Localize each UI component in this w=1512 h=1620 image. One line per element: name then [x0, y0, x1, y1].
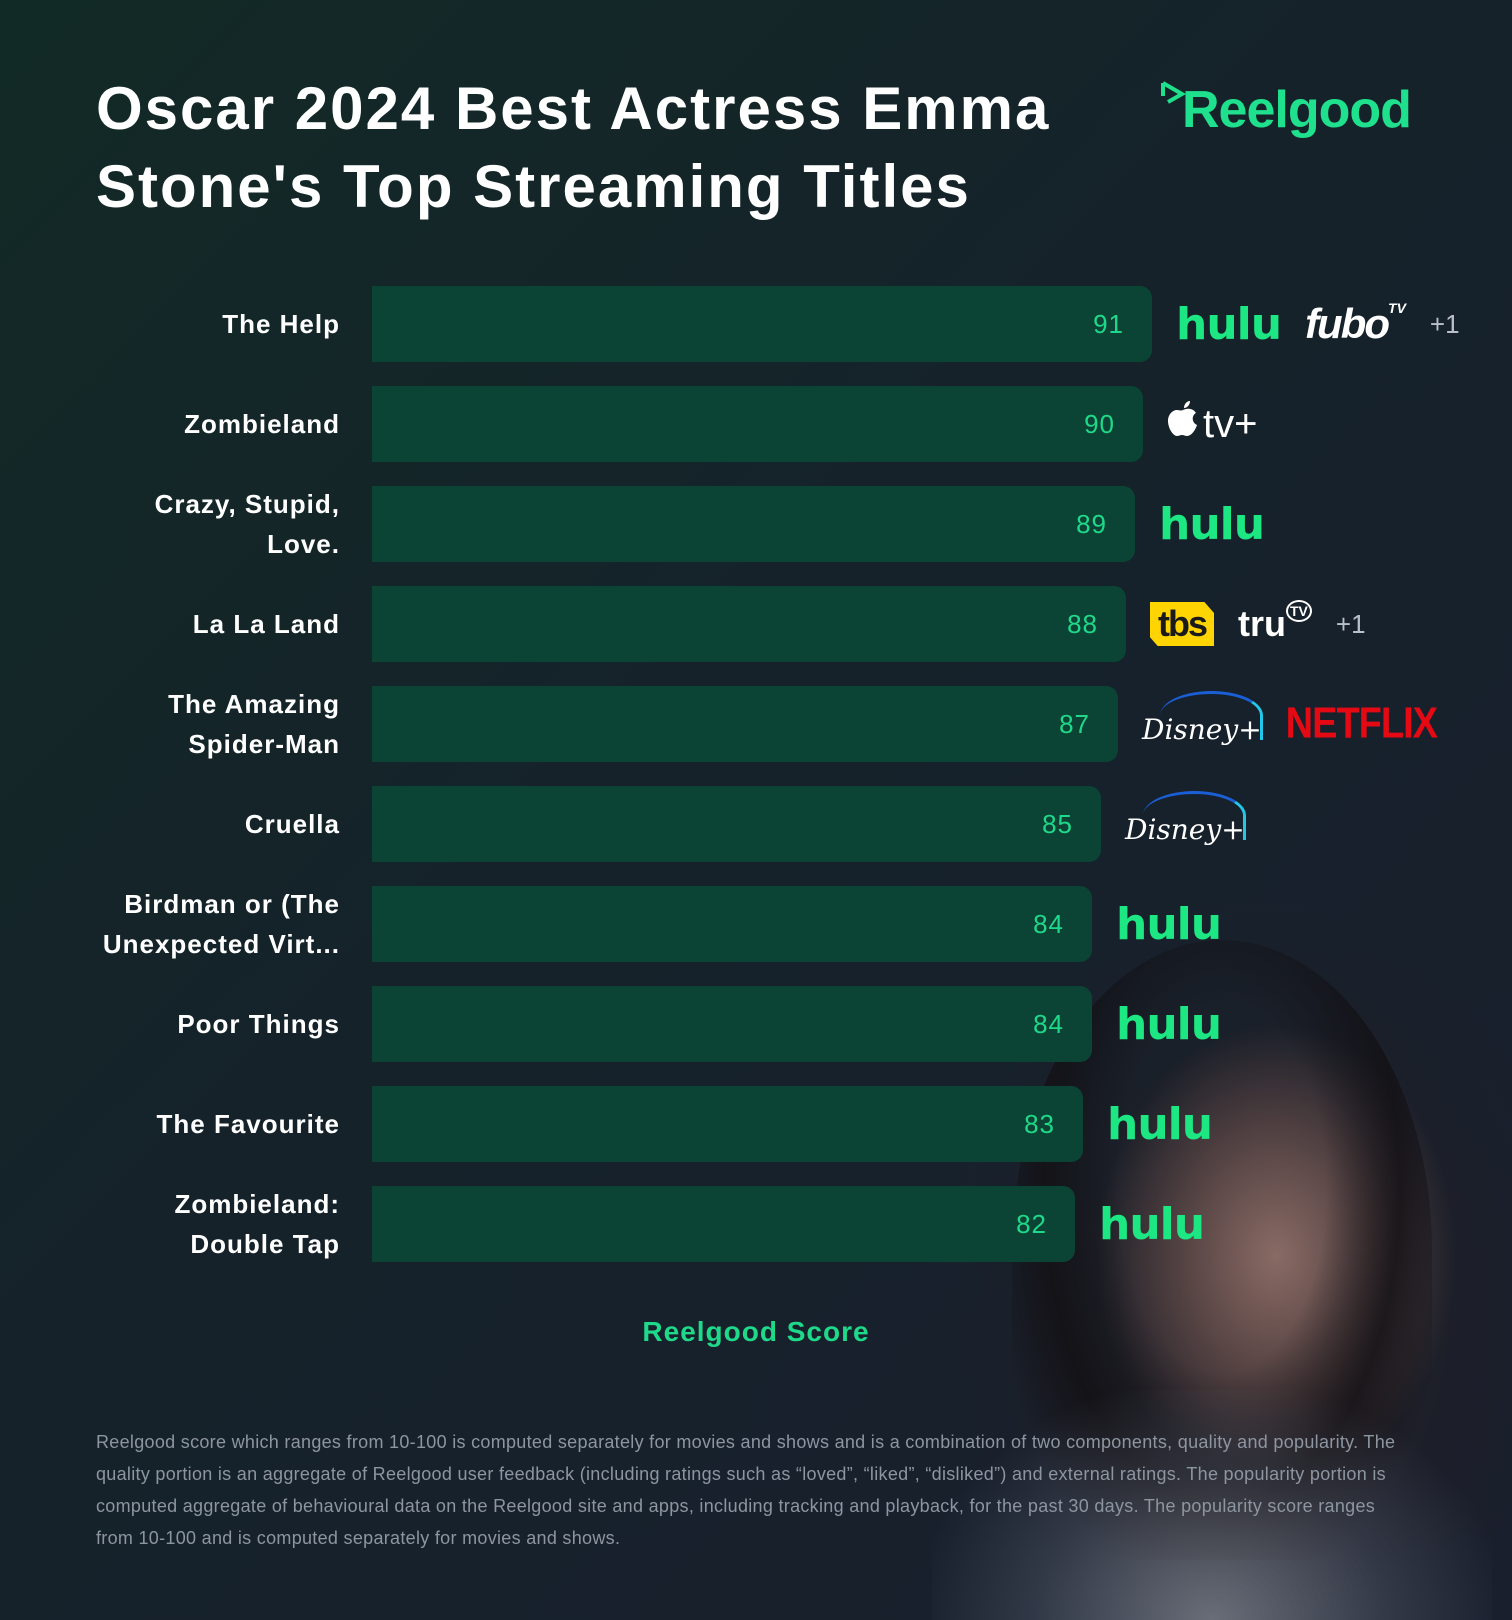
score-bar: 88: [372, 586, 1126, 662]
apple-icon: [1167, 400, 1199, 448]
score-value: 84: [1033, 909, 1064, 939]
trutv-logo[interactable]: tru TV: [1238, 600, 1312, 645]
score-value: 89: [1076, 509, 1107, 539]
chart-title: Oscar 2024 Best Actress Emma Stone's Top…: [96, 75, 1051, 220]
score-bar: 90: [372, 386, 1143, 462]
hulu-logo[interactable]: hulu: [1159, 498, 1265, 550]
score-value: 88: [1067, 609, 1098, 639]
hulu-logo[interactable]: hulu: [1176, 298, 1282, 350]
streaming-providers: hulu: [1099, 1186, 1205, 1262]
chart-row: Cruella 85 Disney+: [0, 786, 1512, 862]
trutv-wordmark: tru: [1238, 603, 1286, 644]
row-title-label: Crazy, Stupid, Love.: [154, 489, 340, 559]
row-title-label: The Amazing Spider-Man: [168, 689, 340, 759]
chart-row: Crazy, Stupid, Love. 89 hulu: [0, 486, 1512, 562]
tbs-logo[interactable]: tbs: [1150, 602, 1214, 646]
score-bar: 84: [372, 886, 1092, 962]
streaming-providers: hulu fuboTV +1: [1176, 286, 1460, 362]
row-title-label: Zombieland: [184, 409, 340, 439]
streaming-providers: hulu: [1159, 486, 1265, 562]
score-bar: 83: [372, 1086, 1083, 1162]
netflix-logo[interactable]: NETFLIX: [1285, 699, 1438, 748]
reelgood-play-icon: [1161, 81, 1186, 104]
streaming-providers: tv+: [1167, 386, 1257, 462]
hulu-logo[interactable]: hulu: [1107, 1098, 1213, 1150]
chart-row: The Favourite 83 hulu: [0, 1086, 1512, 1162]
fubo-tv-mark: TV: [1388, 300, 1406, 316]
chart-row: La La Land 88 tbs tru TV +1: [0, 586, 1512, 662]
chart-row: Birdman or (The Unexpected Virt... 84 hulu: [0, 886, 1512, 962]
disney-plus-logo[interactable]: Disney+: [1142, 690, 1263, 746]
chart-row: Zombieland: Double Tap 82 hulu: [0, 1186, 1512, 1262]
row-title-label: Zombieland: Double Tap: [174, 1189, 340, 1259]
score-value: 90: [1084, 409, 1115, 439]
score-bar: 89: [372, 486, 1135, 562]
apple-tv-plus-logo[interactable]: tv+: [1167, 400, 1257, 448]
streaming-providers: hulu: [1107, 1086, 1213, 1162]
portrait-collar: [932, 1390, 1492, 1620]
hulu-logo[interactable]: hulu: [1099, 1198, 1205, 1250]
hulu-logo[interactable]: hulu: [1116, 898, 1222, 950]
score-value: 84: [1033, 1009, 1064, 1039]
row-title-label: The Help: [222, 309, 340, 339]
apple-tv-wordmark: tv+: [1203, 401, 1258, 446]
score-value: 87: [1059, 709, 1090, 739]
fubotv-logo[interactable]: fuboTV: [1305, 300, 1406, 348]
chart-row: The Amazing Spider-Man 87 Disney+ NETFLIX: [0, 686, 1512, 762]
score-bar: 85: [372, 786, 1101, 862]
hulu-logo[interactable]: hulu: [1116, 998, 1222, 1050]
streaming-providers: hulu: [1116, 986, 1222, 1062]
score-bar: 87: [372, 686, 1118, 762]
reelgood-logo: Reelgood: [1160, 80, 1412, 140]
trutv-badge: TV: [1286, 600, 1312, 622]
streaming-providers: tbs tru TV +1: [1150, 586, 1366, 662]
x-axis-label-text: Reelgood Score: [642, 1316, 870, 1347]
streaming-providers: Disney+ NETFLIX: [1142, 686, 1438, 762]
disney-arc-icon: [1143, 790, 1246, 840]
x-axis-label: Reelgood Score: [0, 1316, 1512, 1348]
score-value: 85: [1042, 809, 1073, 839]
score-bar: 91: [372, 286, 1152, 362]
row-title-label: Poor Things: [177, 1009, 340, 1039]
row-title-label: Birdman or (The Unexpected Virt...: [102, 889, 340, 959]
more-providers-count[interactable]: +1: [1335, 608, 1366, 639]
streaming-providers: Disney+: [1125, 786, 1246, 862]
reelgood-wordmark: Reelgood: [1182, 81, 1412, 139]
chart-row: Poor Things 84 hulu: [0, 986, 1512, 1062]
disney-plus-logo[interactable]: Disney+: [1125, 790, 1246, 846]
more-providers-count[interactable]: +1: [1429, 308, 1460, 339]
chart-row: The Help 91 hulu fuboTV +1: [0, 286, 1512, 362]
fubo-wordmark: fubo: [1305, 300, 1390, 347]
score-value: 83: [1024, 1109, 1055, 1139]
score-bar: 82: [372, 1186, 1075, 1262]
score-bar: 84: [372, 986, 1092, 1062]
chart-row: Zombieland 90 tv+: [0, 386, 1512, 462]
streaming-providers: hulu: [1116, 886, 1222, 962]
row-title-label: Cruella: [244, 809, 340, 839]
disney-arc-icon: [1160, 690, 1263, 740]
methodology-footnote: Reelgood score which ranges from 10-100 …: [96, 1432, 1396, 1548]
score-value: 91: [1093, 309, 1124, 339]
row-title-label: The Favourite: [156, 1109, 340, 1139]
score-value: 82: [1016, 1209, 1047, 1239]
row-title-label: La La Land: [192, 609, 340, 639]
